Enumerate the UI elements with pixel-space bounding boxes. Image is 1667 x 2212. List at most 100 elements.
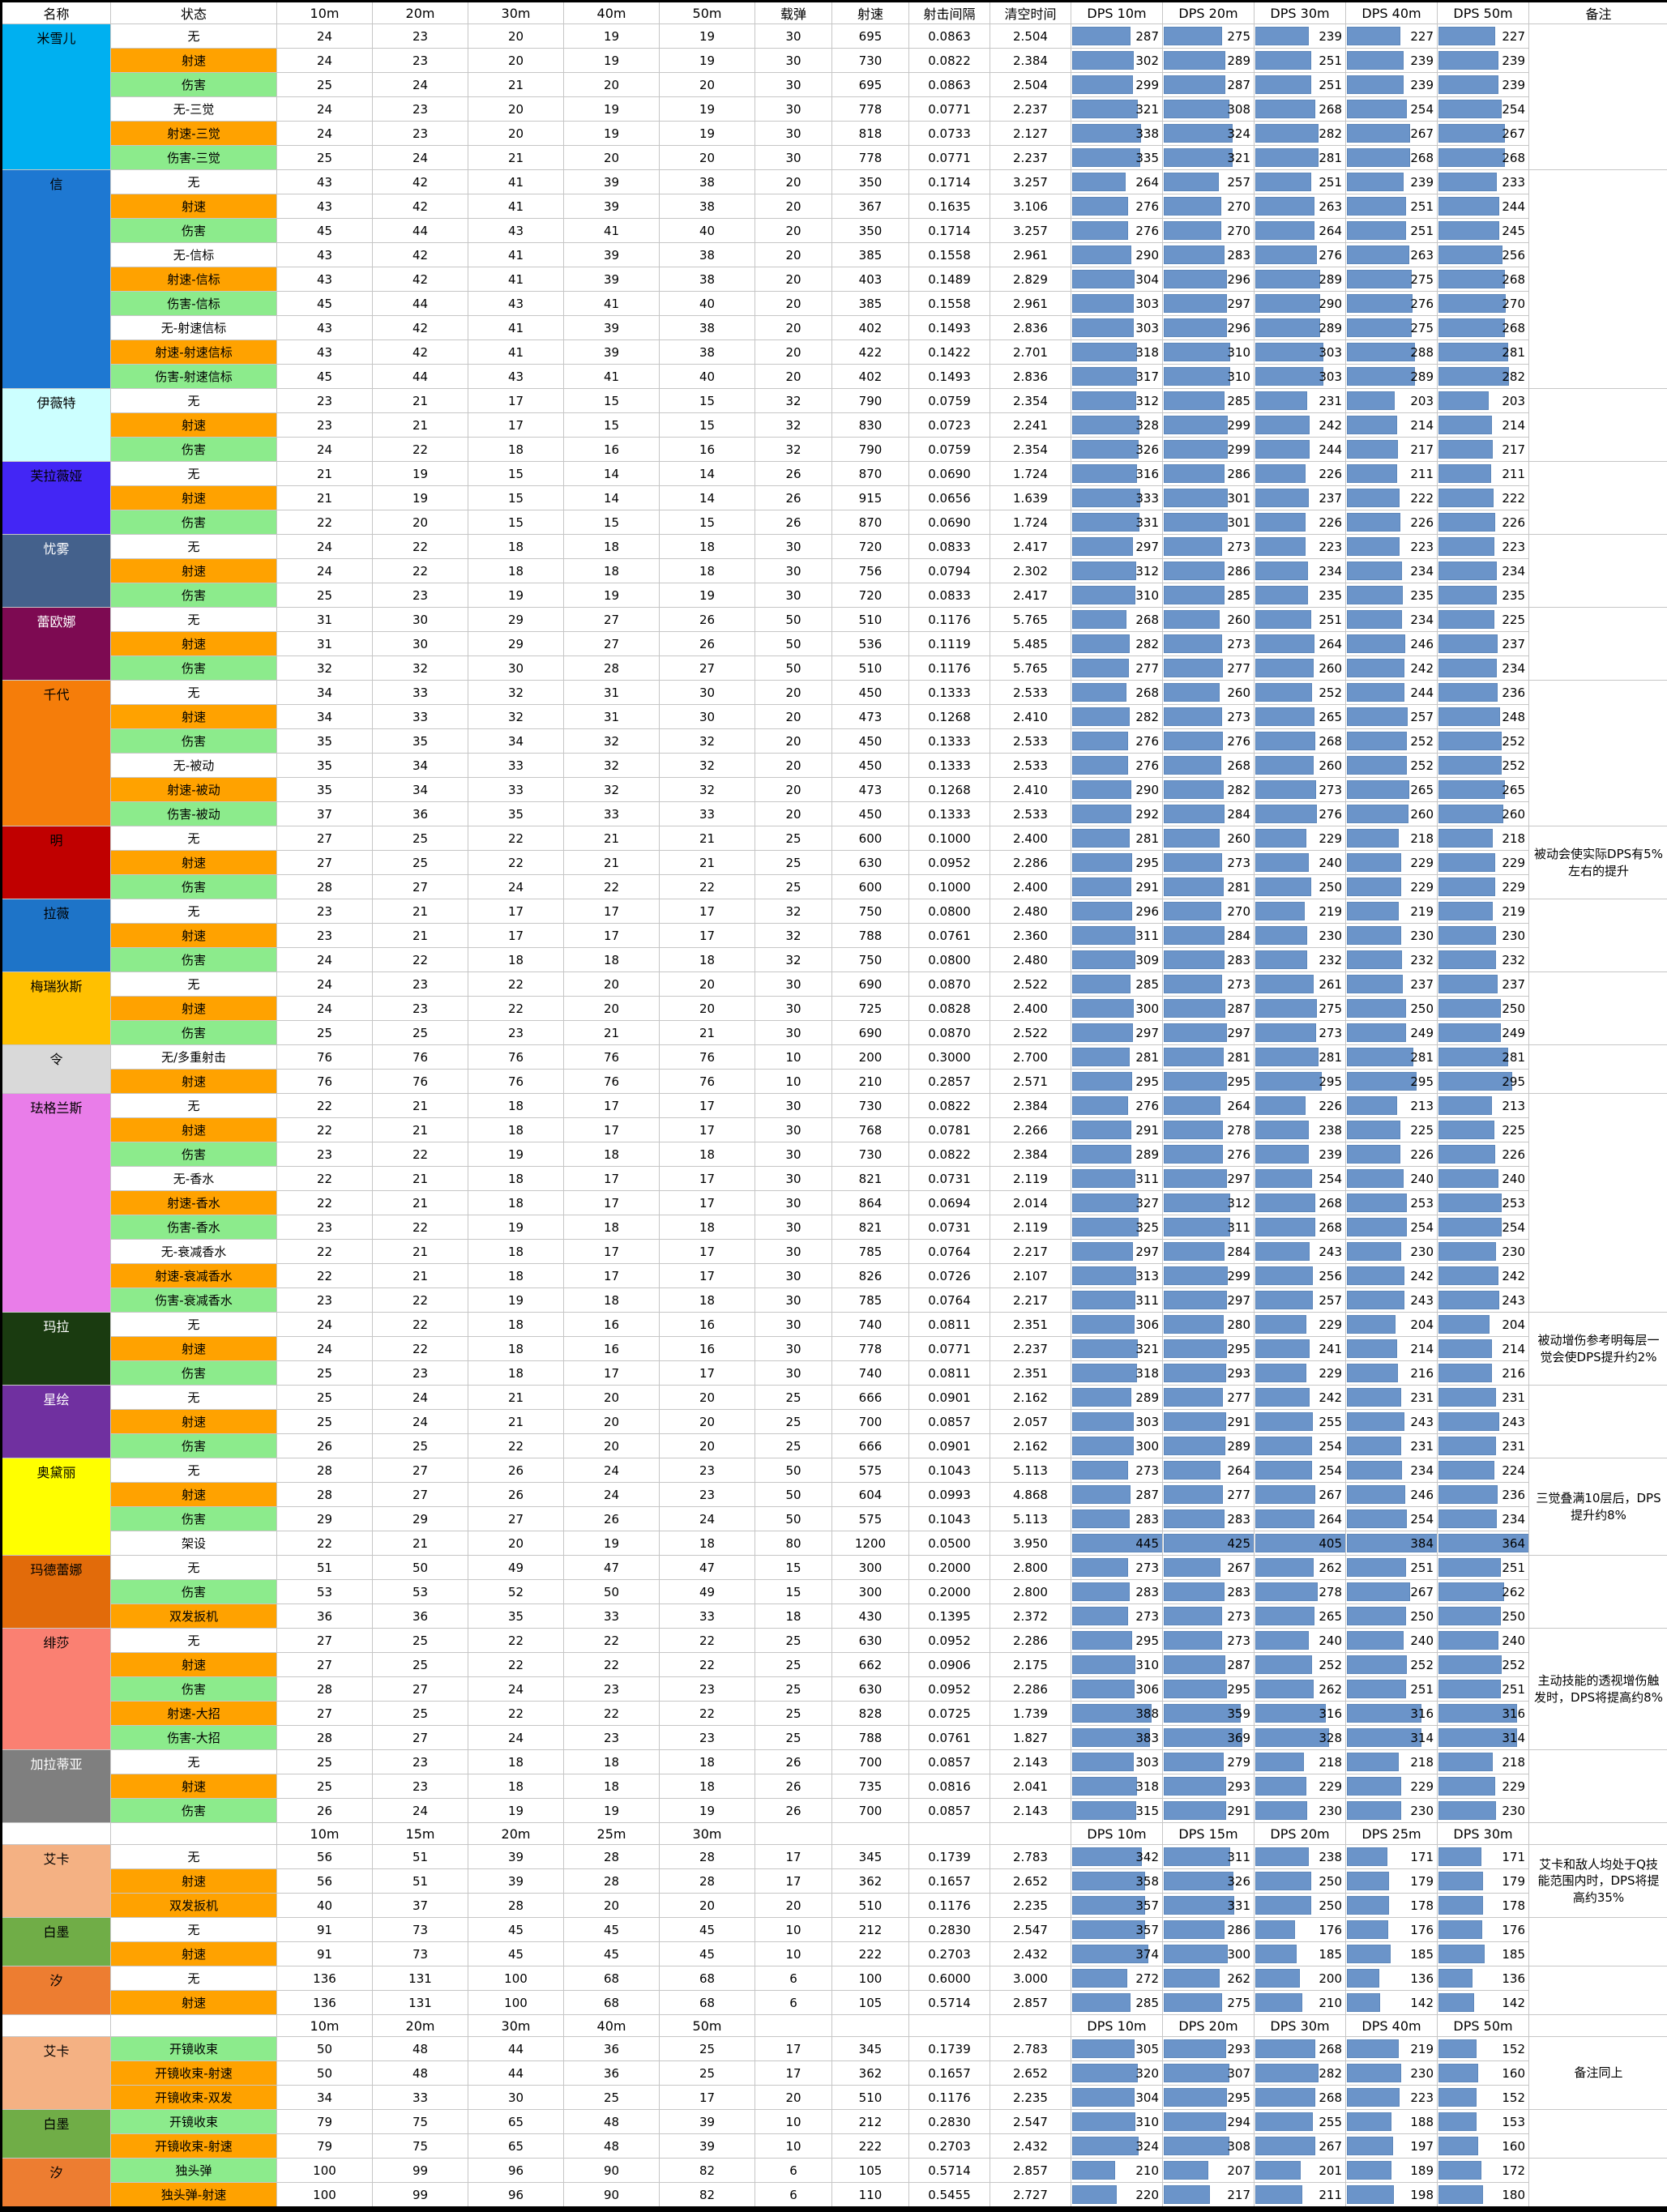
character-name-cell[interactable]: 信 — [2, 170, 111, 389]
dps-cell[interactable]: 214 — [1346, 1337, 1438, 1361]
damage-cell[interactable]: 32 — [564, 729, 660, 754]
damage-cell[interactable]: 25 — [277, 1386, 373, 1410]
ammo-cell[interactable]: 26 — [755, 1774, 832, 1799]
damage-cell[interactable]: 26 — [468, 1458, 564, 1483]
dps-cell[interactable]: 313 — [1071, 1264, 1163, 1288]
damage-cell[interactable]: 18 — [660, 1288, 755, 1313]
ammo-cell[interactable]: 20 — [755, 778, 832, 802]
dps-cell[interactable]: 214 — [1438, 413, 1529, 438]
damage-cell[interactable]: 38 — [660, 267, 755, 292]
column-header-dps[interactable]: DPS 15m — [1163, 1823, 1255, 1845]
interval-cell[interactable]: 0.0863 — [909, 24, 990, 49]
dps-cell[interactable]: 229 — [1438, 851, 1529, 875]
dps-cell[interactable]: 260 — [1255, 656, 1346, 681]
damage-cell[interactable]: 23 — [373, 24, 468, 49]
damage-cell[interactable]: 22 — [373, 559, 468, 583]
damage-cell[interactable]: 34 — [468, 729, 564, 754]
interval-cell[interactable]: 0.0811 — [909, 1361, 990, 1386]
dps-cell[interactable]: 250 — [1438, 1604, 1529, 1629]
dps-cell[interactable]: 273 — [1163, 1604, 1255, 1629]
dps-cell[interactable]: 152 — [1438, 2086, 1529, 2110]
damage-cell[interactable]: 18 — [468, 559, 564, 583]
damage-cell[interactable]: 41 — [468, 316, 564, 340]
ammo-cell[interactable]: 17 — [755, 2061, 832, 2086]
ammo-cell[interactable]: 6 — [755, 1966, 832, 1991]
dps-cell[interactable]: 287 — [1163, 997, 1255, 1021]
empty-time-cell[interactable]: 2.410 — [990, 778, 1071, 802]
damage-cell[interactable]: 22 — [277, 1191, 373, 1215]
dps-cell[interactable]: 297 — [1071, 535, 1163, 559]
damage-cell[interactable]: 18 — [564, 1215, 660, 1240]
ammo-cell[interactable]: 30 — [755, 122, 832, 146]
interval-cell[interactable]: 0.0761 — [909, 924, 990, 948]
dps-cell[interactable]: 238 — [1255, 1845, 1346, 1869]
damage-cell[interactable]: 23 — [660, 1726, 755, 1750]
interval-cell[interactable]: 0.0764 — [909, 1288, 990, 1313]
state-cell[interactable]: 无-信标 — [111, 243, 277, 267]
damage-cell[interactable]: 76 — [277, 1045, 373, 1070]
ammo-cell[interactable]: 10 — [755, 2110, 832, 2134]
dps-cell[interactable]: 231 — [1255, 389, 1346, 413]
ammo-cell[interactable]: 20 — [755, 705, 832, 729]
damage-cell[interactable]: 32 — [468, 681, 564, 705]
state-cell[interactable]: 无 — [111, 1458, 277, 1483]
dps-cell[interactable]: 226 — [1255, 510, 1346, 535]
damage-cell[interactable]: 24 — [564, 1483, 660, 1507]
interval-cell[interactable]: 0.0800 — [909, 899, 990, 924]
damage-cell[interactable]: 21 — [373, 1531, 468, 1556]
rpm-cell[interactable]: 385 — [832, 243, 909, 267]
ammo-cell[interactable]: 30 — [755, 73, 832, 97]
dps-cell[interactable]: 369 — [1163, 1726, 1255, 1750]
damage-cell[interactable]: 39 — [564, 243, 660, 267]
ammo-cell[interactable]: 6 — [755, 2159, 832, 2183]
damage-cell[interactable]: 27 — [277, 1653, 373, 1677]
state-cell[interactable]: 无 — [111, 1750, 277, 1774]
damage-cell[interactable]: 41 — [468, 340, 564, 365]
note-cell[interactable] — [1529, 2110, 1667, 2159]
damage-cell[interactable]: 76 — [660, 1045, 755, 1070]
state-cell[interactable]: 伤害 — [111, 438, 277, 462]
rpm-cell[interactable]: 788 — [832, 1726, 909, 1750]
empty-time-cell[interactable]: 2.783 — [990, 1845, 1071, 1869]
rpm-cell[interactable]: 818 — [832, 122, 909, 146]
damage-cell[interactable]: 22 — [468, 1702, 564, 1726]
dps-cell[interactable]: 324 — [1071, 2134, 1163, 2159]
interval-cell[interactable]: 0.1493 — [909, 365, 990, 389]
ammo-cell[interactable]: 20 — [755, 243, 832, 267]
ammo-cell[interactable]: 25 — [755, 1386, 832, 1410]
dps-cell[interactable]: 178 — [1438, 1894, 1529, 1918]
damage-cell[interactable]: 39 — [564, 340, 660, 365]
dps-cell[interactable]: 218 — [1346, 1750, 1438, 1774]
dps-cell[interactable]: 179 — [1438, 1869, 1529, 1894]
damage-cell[interactable]: 73 — [373, 1918, 468, 1942]
state-cell[interactable]: 开镜收束-射速 — [111, 2061, 277, 2086]
dps-cell[interactable]: 297 — [1163, 1288, 1255, 1313]
damage-cell[interactable]: 33 — [660, 1604, 755, 1629]
dps-cell[interactable]: 136 — [1346, 1966, 1438, 1991]
damage-cell[interactable]: 29 — [277, 1507, 373, 1531]
interval-cell[interactable]: 0.5714 — [909, 1991, 990, 2015]
rpm-cell[interactable]: 750 — [832, 899, 909, 924]
character-name-cell[interactable]: 白墨 — [2, 1918, 111, 1966]
dps-cell[interactable]: 176 — [1255, 1918, 1346, 1942]
state-cell[interactable]: 无-射速信标 — [111, 316, 277, 340]
damage-cell[interactable]: 22 — [373, 1215, 468, 1240]
column-header-note[interactable]: 备注 — [1529, 2, 1667, 24]
dps-cell[interactable]: 364 — [1438, 1531, 1529, 1556]
rpm-cell[interactable]: 212 — [832, 1918, 909, 1942]
dps-cell[interactable]: 240 — [1346, 1629, 1438, 1653]
dps-cell[interactable]: 257 — [1255, 1288, 1346, 1313]
damage-cell[interactable]: 33 — [564, 1604, 660, 1629]
interval-cell[interactable]: 0.1422 — [909, 340, 990, 365]
damage-cell[interactable]: 18 — [660, 1750, 755, 1774]
dps-cell[interactable]: 265 — [1438, 778, 1529, 802]
dps-cell[interactable]: 286 — [1163, 462, 1255, 486]
ammo-cell[interactable]: 32 — [755, 899, 832, 924]
damage-cell[interactable]: 79 — [277, 2134, 373, 2159]
damage-cell[interactable]: 21 — [277, 486, 373, 510]
dps-cell[interactable]: 216 — [1438, 1361, 1529, 1386]
dps-cell[interactable]: 240 — [1346, 1167, 1438, 1191]
interval-cell[interactable]: 0.2703 — [909, 2134, 990, 2159]
damage-cell[interactable]: 25 — [564, 2086, 660, 2110]
dps-cell[interactable]: 328 — [1071, 413, 1163, 438]
